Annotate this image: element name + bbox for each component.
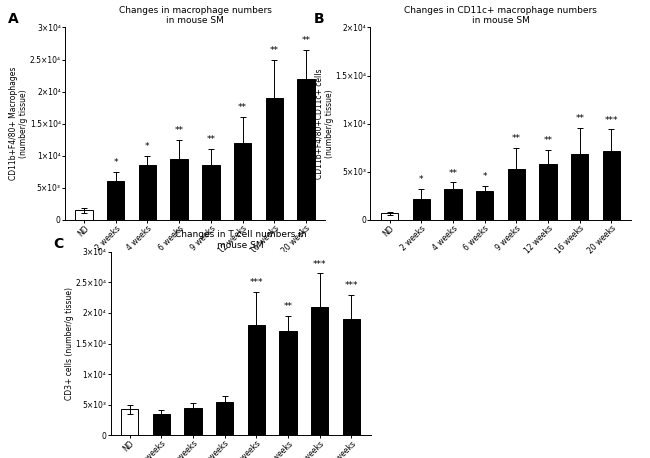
- Title: Changes in macrophage numbers
in mouse SM: Changes in macrophage numbers in mouse S…: [118, 6, 272, 25]
- Bar: [603, 151, 620, 220]
- Title: Changes in T cell numbers in
mouse SM: Changes in T cell numbers in mouse SM: [175, 230, 306, 250]
- Bar: [153, 414, 170, 435]
- Text: ***: ***: [250, 278, 263, 287]
- Bar: [170, 159, 188, 220]
- Bar: [280, 331, 297, 435]
- Bar: [75, 210, 93, 220]
- Text: B: B: [313, 12, 324, 26]
- Bar: [297, 79, 315, 220]
- Bar: [202, 165, 220, 220]
- Text: C: C: [53, 237, 64, 251]
- Text: A: A: [8, 12, 19, 26]
- Bar: [216, 402, 233, 435]
- Bar: [413, 199, 430, 220]
- Text: **: **: [512, 134, 521, 143]
- Text: **: **: [448, 169, 458, 178]
- Text: **: **: [175, 126, 184, 135]
- Text: **: **: [270, 46, 279, 55]
- Y-axis label: CD11b+F4/80+CD11c+ cells
(number/g tissue): CD11b+F4/80+CD11c+ cells (number/g tissu…: [315, 68, 334, 179]
- Bar: [248, 325, 265, 435]
- Text: **: **: [283, 302, 292, 311]
- Bar: [343, 319, 360, 435]
- Text: ***: ***: [344, 281, 358, 290]
- Text: ***: ***: [313, 260, 326, 269]
- Text: *: *: [482, 172, 487, 181]
- Text: *: *: [114, 158, 118, 167]
- Text: **: **: [206, 136, 215, 145]
- Title: Changes in CD11c+ macrophage numbers
in mouse SM: Changes in CD11c+ macrophage numbers in …: [404, 6, 597, 25]
- Bar: [107, 181, 124, 220]
- Text: ***: ***: [604, 115, 618, 125]
- Text: **: **: [238, 104, 247, 113]
- Bar: [234, 143, 252, 220]
- Bar: [266, 98, 283, 220]
- Bar: [571, 154, 588, 220]
- Text: *: *: [419, 175, 424, 184]
- Bar: [184, 408, 202, 435]
- Text: **: **: [575, 114, 584, 123]
- Bar: [540, 164, 557, 220]
- Bar: [444, 189, 462, 220]
- Bar: [476, 191, 493, 220]
- Bar: [381, 213, 398, 220]
- Y-axis label: CD3+ cells (number/g tissue): CD3+ cells (number/g tissue): [65, 287, 74, 400]
- Text: **: **: [302, 36, 311, 45]
- Text: **: **: [543, 136, 552, 145]
- Bar: [508, 169, 525, 220]
- Text: *: *: [145, 142, 150, 151]
- Bar: [138, 165, 156, 220]
- Y-axis label: CD11b+F4/80+ Macrophages
(number/g tissue): CD11b+F4/80+ Macrophages (number/g tissu…: [9, 67, 29, 180]
- Bar: [121, 409, 138, 435]
- Bar: [311, 307, 328, 435]
